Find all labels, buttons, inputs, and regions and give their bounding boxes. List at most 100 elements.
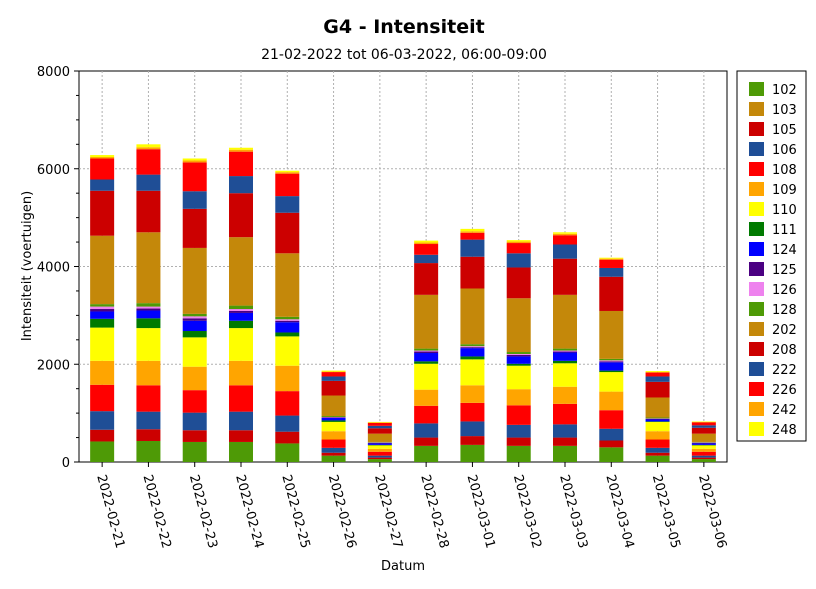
- bar-segment-111: [136, 318, 161, 329]
- legend-label-105: 105: [772, 123, 797, 138]
- bar-segment-128: [182, 313, 207, 317]
- bar-segment-126: [553, 350, 577, 352]
- bar-segment-102: [275, 443, 300, 462]
- bar-segment-202: [229, 237, 253, 306]
- bar-segment-111: [506, 363, 531, 366]
- bar-segment-124: [182, 320, 207, 332]
- x-tick-label: 2022-03-02: [510, 473, 544, 550]
- bar-segment-105: [599, 440, 624, 448]
- bar-segment-109: [506, 389, 531, 406]
- bar-segment-108: [229, 385, 253, 412]
- bar-segment-208: [275, 212, 300, 254]
- bar-segment-108: [599, 410, 624, 429]
- bar-segment-106: [90, 411, 115, 430]
- bar-segment-222: [136, 174, 161, 191]
- bar-segment-202: [136, 232, 161, 304]
- x-tick-label: 2022-03-06: [695, 473, 729, 550]
- bar-segment-248: [182, 158, 207, 161]
- bar-segment-248: [460, 228, 485, 232]
- bar-segment-202: [599, 310, 624, 359]
- bar-segment-208: [90, 190, 115, 236]
- x-tick-label: 2022-02-22: [140, 473, 174, 550]
- bar-segment-110: [90, 327, 115, 361]
- x-tick-label: 2022-02-23: [186, 473, 220, 550]
- x-tick-label: 2022-03-03: [556, 473, 590, 550]
- x-tick-label: 2022-03-04: [602, 473, 636, 550]
- bar-segment-111: [460, 356, 485, 360]
- legend-swatch-125: [749, 262, 764, 276]
- bar-segment-208: [645, 381, 670, 398]
- x-tick-label: 2022-02-21: [93, 473, 127, 550]
- bar-segment-242: [506, 241, 531, 244]
- bar-segment-105: [321, 452, 346, 456]
- legend-swatch-106: [749, 142, 764, 156]
- bar-segment-102: [90, 441, 115, 462]
- bar-segment-222: [367, 425, 392, 429]
- bar-segment-226: [645, 372, 670, 377]
- bar-segment-111: [229, 320, 253, 329]
- bar-segment-222: [321, 376, 346, 381]
- bar-segment-111: [182, 331, 207, 338]
- bar-segment-109: [275, 365, 300, 392]
- bar-segment-105: [645, 452, 670, 456]
- bar-segment-125: [182, 318, 207, 321]
- bar-segment-202: [367, 433, 392, 442]
- bar-segment-208: [691, 427, 716, 434]
- bar-segment-202: [506, 298, 531, 353]
- bar-segment-208: [460, 256, 485, 289]
- bar-segment-108: [553, 403, 577, 425]
- legend: 102 103 105 106 108 109 110 111 124 125 126 128 202 2…: [736, 70, 807, 442]
- bar-segment-105: [553, 437, 577, 446]
- bar-segment-226: [599, 259, 624, 268]
- bar-segment-208: [599, 276, 624, 311]
- bar-segment-226: [90, 158, 115, 180]
- bar-segment-106: [367, 455, 392, 458]
- bar-segment-125: [599, 361, 624, 363]
- bar-segment-222: [460, 239, 485, 257]
- bar-segment-222: [553, 244, 577, 259]
- bar-segment-248: [414, 240, 439, 243]
- bar-segment-222: [414, 254, 439, 264]
- bar-segment-126: [182, 316, 207, 319]
- bar-segment-226: [460, 232, 485, 240]
- bar-segment-109: [599, 391, 624, 411]
- bar-segment-222: [691, 425, 716, 428]
- bar-segment-102: [645, 455, 670, 462]
- bar-segment-108: [90, 384, 115, 412]
- bar-segment-128: [275, 316, 300, 320]
- bar-segment-110: [229, 328, 253, 361]
- bar-segment-125: [460, 347, 485, 349]
- bar-segment-242: [136, 147, 161, 150]
- y-tick-label: 8000: [37, 65, 70, 80]
- bar-segment-111: [553, 360, 577, 364]
- bar-segment-105: [506, 437, 531, 446]
- bar-segment-106: [275, 415, 300, 432]
- bar-segment-106: [599, 428, 624, 441]
- bar-segment-202: [90, 235, 115, 305]
- legend-label-108: 108: [772, 163, 797, 178]
- bar-segment-208: [553, 258, 577, 295]
- bar-segment-125: [229, 310, 253, 313]
- legend-label-110: 110: [772, 203, 797, 218]
- bar-segment-202: [321, 395, 346, 417]
- bar-segment-226: [275, 173, 300, 197]
- bar-segment-108: [414, 405, 439, 424]
- bar-segment-109: [553, 386, 577, 404]
- bar-segment-106: [414, 423, 439, 438]
- bar-segment-226: [136, 149, 161, 175]
- legend-label-124: 124: [772, 243, 797, 258]
- bar-segment-125: [136, 308, 161, 311]
- bar-segment-248: [506, 240, 531, 242]
- bar-segment-128: [553, 348, 577, 351]
- bar-segment-105: [414, 437, 439, 446]
- bar-segment-222: [275, 196, 300, 213]
- bar-segment-108: [275, 391, 300, 416]
- legend-swatch-126: [749, 282, 764, 296]
- bar-segment-126: [90, 306, 115, 310]
- legend-box: [736, 70, 807, 442]
- bar-segment-124: [553, 352, 577, 361]
- bar-segment-105: [90, 429, 115, 442]
- bar-segment-108: [691, 451, 716, 456]
- legend-label-109: 109: [772, 183, 797, 198]
- bar-segment-111: [414, 361, 439, 364]
